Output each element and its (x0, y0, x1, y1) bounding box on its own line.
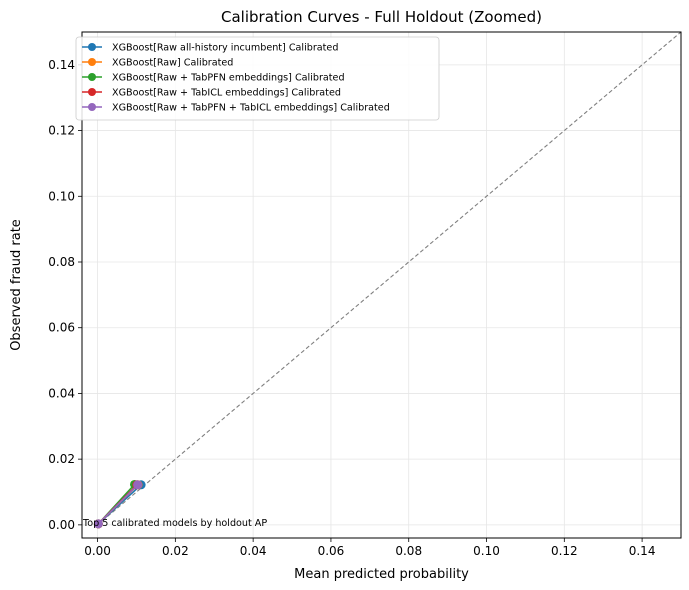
legend-swatch-marker (88, 88, 96, 96)
x-tick-label: 0.14 (629, 544, 656, 558)
chart-annotation: Top 5 calibrated models by holdout AP (82, 518, 267, 529)
y-tick-label: 0.10 (48, 189, 75, 203)
legend: XGBoost[Raw all-history incumbent] Calib… (75, 36, 440, 121)
legend-item: XGBoost[Raw all-history incumbent] Calib… (82, 43, 338, 54)
legend-label: XGBoost[Raw all-history incumbent] Calib… (112, 43, 338, 54)
y-tick-label: 0.04 (48, 386, 75, 400)
legend-label: XGBoost[Raw] Calibrated (112, 58, 233, 69)
series-group (93, 479, 146, 529)
legend-label: XGBoost[Raw + TabPFN embeddings] Calibra… (112, 73, 345, 84)
legend-label: XGBoost[Raw + TabICL embeddings] Calibra… (112, 88, 341, 99)
legend-item: XGBoost[Raw + TabPFN + TabICL embeddings… (82, 103, 390, 114)
legend-label: XGBoost[Raw + TabPFN + TabICL embeddings… (112, 103, 390, 114)
series-5 (93, 480, 143, 529)
perfect-calibration-line (97, 31, 682, 526)
legend-item: XGBoost[Raw] Calibrated (82, 58, 233, 69)
series-line (97, 484, 139, 525)
y-tick-label: 0.02 (48, 452, 75, 466)
legend-item: XGBoost[Raw + TabPFN embeddings] Calibra… (82, 73, 345, 84)
legend-swatch-marker (88, 73, 96, 81)
y-tick-label: 0.08 (48, 255, 75, 269)
legend-item: XGBoost[Raw + TabICL embeddings] Calibra… (82, 88, 341, 99)
x-tick-label: 0.08 (395, 544, 422, 558)
legend-swatch-marker (88, 43, 96, 51)
data-point (93, 519, 103, 529)
x-tick-label: 0.00 (84, 544, 111, 558)
y-tick-label: 0.06 (48, 321, 75, 335)
legend-box (75, 36, 440, 121)
y-tick-label: 0.12 (48, 124, 75, 138)
y-tick-label: 0.00 (48, 518, 75, 532)
x-tick-label: 0.06 (318, 544, 345, 558)
x-tick-label: 0.12 (551, 544, 578, 558)
plot-frame (81, 31, 682, 539)
x-tick-label: 0.10 (473, 544, 500, 558)
data-point (133, 480, 143, 490)
x-tick-label: 0.04 (240, 544, 267, 558)
y-axis-ticks: 0.00 0.02 0.04 0.06 0.08 0.10 0.12 0.14 (48, 58, 82, 532)
x-axis-ticks: 0.00 0.02 0.04 0.06 0.08 0.10 0.12 0.14 (84, 538, 655, 558)
x-tick-label: 0.02 (162, 544, 189, 558)
legend-swatch-marker (88, 58, 96, 66)
x-axis-label: Mean predicted probability (294, 567, 469, 582)
legend-swatch-marker (88, 103, 96, 111)
y-tick-label: 0.14 (48, 58, 75, 72)
reference-diagonal (97, 31, 682, 526)
y-axis-label: Observed fraud rate (9, 219, 24, 351)
chart-title: Calibration Curves - Full Holdout (Zoome… (221, 8, 542, 26)
